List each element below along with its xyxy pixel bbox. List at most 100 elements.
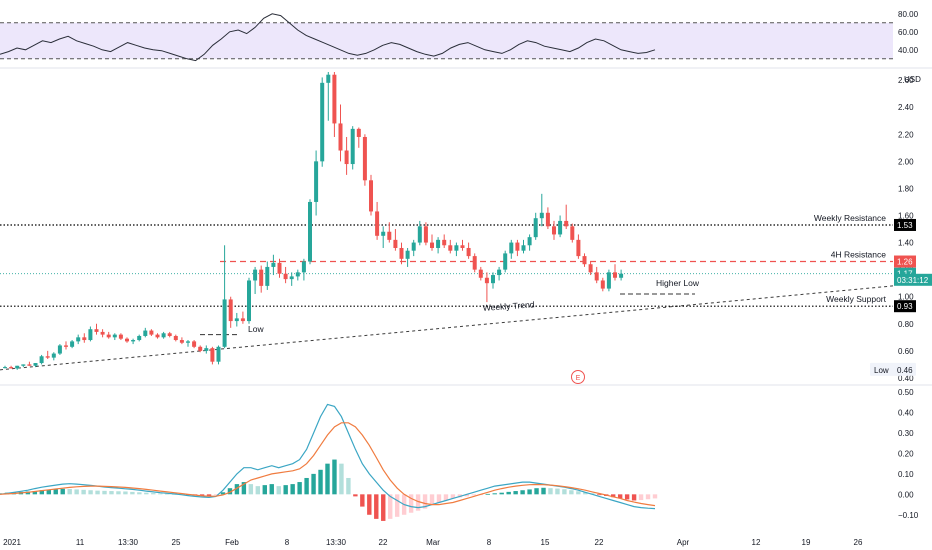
earnings-marker-label[interactable]: E [576,375,581,382]
macd-histogram-bar [346,477,351,495]
candle-body [448,245,453,251]
candle-body [88,329,93,341]
candle-body [466,247,471,257]
candle-body [33,363,38,366]
macd-histogram-bar [304,477,309,495]
candle-body [362,136,367,181]
macd-histogram-bar [53,489,58,495]
candle-body [558,220,563,235]
weekly-support-label[interactable]: Weekly Support [826,294,886,304]
macd-tick-label: 0.50 [898,388,914,397]
macd-histogram-bar [74,489,79,495]
price-tag-label: 0.93 [897,302,913,311]
candle-body [399,247,404,259]
macd-histogram-bar [165,493,170,495]
macd-histogram-bar [130,491,135,495]
low-badge-background [870,362,916,376]
weekly-resistance-label[interactable]: Weekly Resistance [814,213,886,223]
candle-body [472,256,477,270]
candle-body [539,212,544,219]
candle-body [137,335,142,341]
macd-histogram-bar [137,492,142,495]
weekly-trend-label[interactable]: Weekly Trend [482,299,535,313]
macd-histogram-bar [638,494,644,501]
candle-body [527,237,532,246]
time-tick-label: 15 [541,538,550,547]
time-tick-label: 12 [752,538,761,547]
candle-body [70,341,75,347]
macd-histogram-bar [645,494,651,500]
macd-tick-label: 0.20 [898,449,914,458]
candle-body [338,123,343,151]
candle-body [405,250,410,259]
price-tag-label: 03:31:12 [897,276,929,285]
macd-histogram-bar [39,490,45,495]
candle-body [484,277,489,284]
time-tick-label: 13:30 [118,538,139,547]
macd-tick-label: 0.40 [898,409,914,418]
macd-histogram-bar [276,486,281,495]
candle-body [289,276,294,280]
candle-body [442,239,447,246]
candle-body [240,318,245,322]
macd-histogram-bar [60,488,65,495]
macd-histogram-bar [617,494,623,499]
currency-label: USD [904,75,921,84]
macd-histogram-bar [255,486,261,495]
candle-body [350,128,355,165]
candle-body [460,245,465,248]
time-tick-label: Feb [225,538,239,547]
candle-body [521,245,526,251]
macd-histogram-bar [234,484,240,495]
time-tick-label: 8 [285,538,290,547]
higher-low-label[interactable]: Higher Low [656,278,700,288]
macd-histogram-bar [46,489,51,495]
macd-histogram-bar [443,494,449,501]
time-axis-ticks[interactable]: 2021 11 13:30 25 Feb 8 13:30 22 Mar 8 15 22 Apr 12 19 2… [3,538,863,547]
candle-body [332,74,337,124]
macd-histogram-bar [506,491,511,495]
candle-body [186,341,190,343]
rsi-axis-ticks: 80.00 60.00 40.00 [898,10,919,55]
macd-histogram-bar [422,494,428,509]
low-label[interactable]: Low [248,324,264,334]
candle-body [582,256,587,265]
price-tag-background [894,255,916,268]
price-tick-label: 1.40 [898,239,914,248]
candle-body [64,345,68,347]
macd-histogram-bar [297,482,302,495]
candle-body [326,74,331,83]
time-tick-label: 11 [76,538,85,547]
macd-histogram-bar [158,493,163,495]
macd-histogram-bar [32,491,38,495]
price-pane: 2.602.402.202.001.801.601.401.201.000.80… [0,72,932,384]
candle-body [222,299,227,347]
candle-body [253,269,258,281]
price-tick-label: 0.40 [898,374,914,383]
earnings-circle[interactable] [571,370,585,384]
macd-histogram-bar [548,488,553,495]
time-tick-label: 22 [379,538,388,547]
candle-body [588,264,593,273]
candle-body [125,338,129,342]
rsi-pane: 80.00 60.00 40.00 [0,10,919,62]
macd-histogram-bar [151,493,156,495]
macd-histogram-bar [199,494,205,496]
candle-body [277,262,282,274]
candle-body [39,356,44,364]
macd-histogram-bar [555,488,560,495]
rsi-tick-label: 60.00 [898,28,919,37]
candle-body [387,231,392,240]
resistance-4h-label[interactable]: 4H Resistance [831,250,887,260]
candle-body [356,128,361,137]
weekly-trend-line[interactable] [0,285,894,371]
macd-histogram-bar [429,494,435,505]
candle-body [15,365,20,369]
macd-histogram-bar [436,494,442,503]
macd-histogram-bar [262,485,267,495]
earnings-marker[interactable]: E [571,370,585,384]
price-tag-background [894,273,932,286]
macd-histogram-bar [388,494,393,519]
